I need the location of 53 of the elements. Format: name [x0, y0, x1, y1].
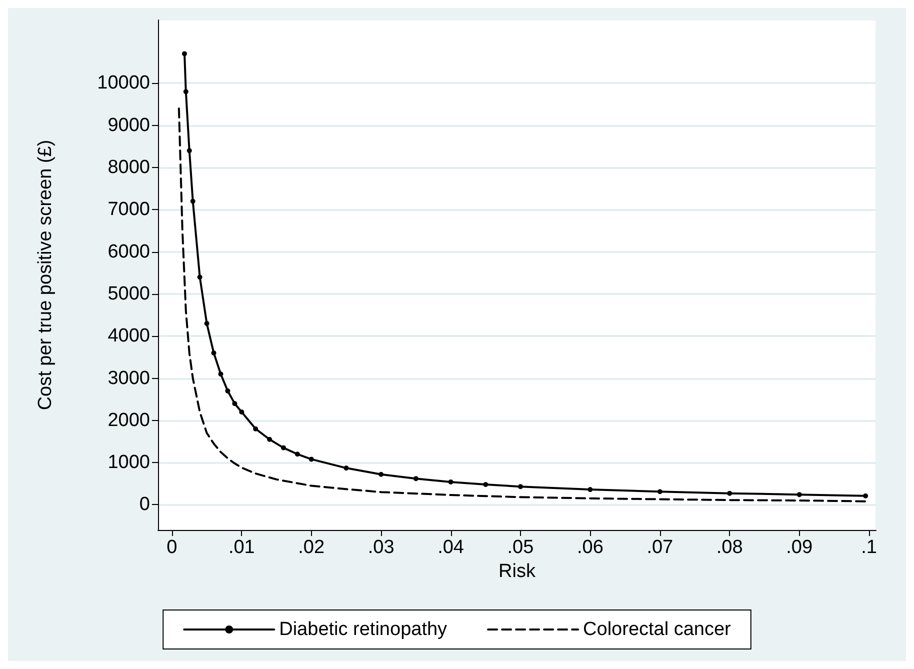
point — [204, 320, 210, 326]
point — [657, 489, 662, 494]
point — [225, 388, 230, 394]
point — [280, 445, 286, 450]
y-tick-label: 0 — [139, 494, 150, 516]
x-tick-label: .06 — [576, 537, 604, 558]
point — [197, 274, 202, 280]
point — [588, 487, 593, 492]
point — [344, 466, 349, 471]
x-tick-label: 0 — [166, 537, 178, 558]
x-tick-label: .05 — [507, 537, 534, 558]
point — [294, 452, 300, 457]
x-tick-label: .07 — [646, 537, 674, 558]
point — [267, 436, 272, 442]
x-tick-label: .1 — [861, 537, 877, 558]
x-axis-title: Risk — [498, 560, 536, 582]
x-tick-label: .01 — [228, 537, 255, 558]
y-tick-label: 2000 — [108, 410, 150, 431]
point — [190, 198, 196, 204]
point — [232, 401, 238, 406]
y-tick-label: 4000 — [108, 326, 150, 347]
point — [186, 148, 192, 154]
y-tick-label: 3000 — [108, 368, 150, 389]
y-tick-label: 8000 — [108, 157, 150, 178]
point — [239, 409, 244, 414]
x-tick-label: .08 — [716, 537, 743, 558]
y-tick-label: 9000 — [108, 114, 150, 136]
point — [308, 456, 314, 462]
point — [863, 493, 868, 498]
legend-label: Colorectal cancer — [583, 619, 732, 640]
y-tick-label: 10000 — [97, 72, 150, 94]
point — [183, 89, 188, 94]
y-axis-title: Cost per true positive screen (£) — [35, 140, 56, 410]
point — [448, 479, 454, 484]
point — [211, 350, 216, 356]
point — [483, 482, 488, 487]
x-tick-label: .04 — [438, 537, 464, 558]
point — [413, 476, 418, 482]
point — [796, 492, 802, 498]
point — [727, 490, 732, 496]
y-tick-label: 5000 — [108, 283, 150, 304]
point — [253, 426, 258, 432]
point — [182, 51, 187, 56]
x-tick-label: .03 — [368, 537, 394, 558]
x-tick-label: .09 — [786, 537, 813, 558]
y-tick-label: 1000 — [108, 452, 150, 474]
x-tick-label: .02 — [298, 537, 325, 558]
point — [518, 484, 523, 490]
y-tick-label: 6000 — [108, 241, 150, 262]
point — [378, 472, 384, 477]
point — [218, 372, 224, 377]
legend-label: Diabetic retinopathy — [279, 619, 448, 640]
y-tick-label: 7000 — [108, 199, 150, 220]
